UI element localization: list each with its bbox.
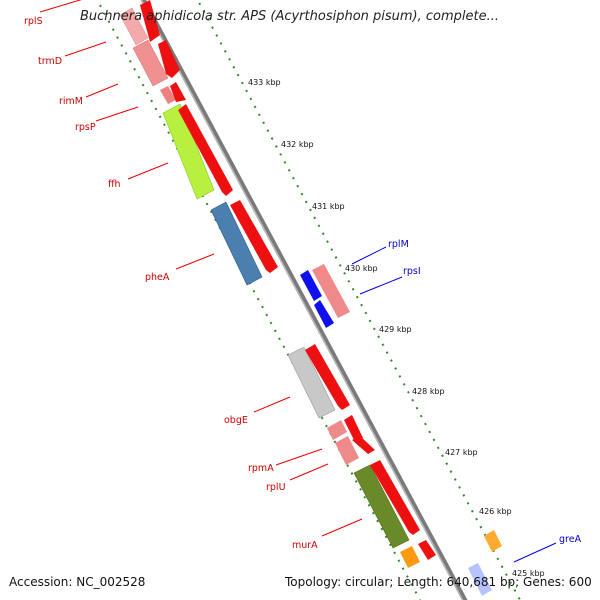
gene-block-rplU[interactable] [335,436,359,465]
leader-rplU [289,463,329,481]
leader-trmD [64,41,107,57]
leader-rpmA [275,448,323,466]
forward-strand-arrows [140,0,436,560]
tick-label-431: 431 kbp [312,202,345,211]
gene-block-pheA[interactable] [210,201,263,286]
gene-labels-left: rplS trmD rimM rpsP ffh pheA obgE rpmA r… [24,0,363,551]
leader-greA [513,542,557,563]
gene-block-rplM[interactable] [300,270,322,301]
gene-label-murA: murA [292,540,318,551]
arrow-4[interactable] [178,104,233,196]
leader-rpsI [359,276,403,295]
leader-rpsP [95,106,139,122]
genome-backbone [140,0,468,600]
inner-dotted-guide [99,4,421,600]
outer-dotted-guide [196,0,521,600]
arrow-7[interactable] [344,415,363,442]
gene-label-rplS: rplS [24,16,43,27]
arrow-8[interactable] [352,436,375,454]
gene-label-rpmA: rpmA [248,463,274,474]
tick-label-425: 425 kbp [512,569,545,578]
arrow-10[interactable] [418,540,436,560]
leader-rplM [351,246,387,265]
arrow-6[interactable] [305,344,350,410]
arrow-1[interactable] [140,0,160,42]
tick-label-433: 433 kbp [248,78,281,87]
gene-block-pink-430[interactable] [312,264,350,318]
leader-rimM [85,83,119,98]
leader-murA [321,518,363,537]
tick-label-429: 429 kbp [379,325,412,334]
arrow-3[interactable] [170,82,186,102]
leader-rplS [39,0,82,13]
gene-label-rimM: rimM [59,96,83,107]
gene-label-ffh: ffh [108,179,121,190]
gene-block-trmD[interactable] [132,39,169,87]
reverse-strand-genes [119,7,420,568]
blue-genes [300,264,502,596]
tick-label-430: 430 kbp [345,264,378,273]
gene-label-rpsP: rpsP [75,122,96,133]
topology-label: Topology: circular; Length: 640,681 bp; … [285,575,592,589]
leader-pheA [175,253,215,270]
gene-block-orange-2[interactable] [484,530,502,552]
gene-block-ffh[interactable] [162,103,215,200]
gene-block-murA[interactable] [353,464,410,549]
gene-block-rplS[interactable] [119,7,149,46]
gene-label-obgE: obgE [224,415,248,426]
gene-label-rplU: rplU [266,482,286,493]
leader-ffh [127,162,169,180]
gene-label-greA: greA [559,534,582,545]
gene-label-rplM: rplM [388,239,409,250]
gene-label-rpsI: rpsI [403,266,421,277]
gene-block-rpsI[interactable] [314,300,334,328]
accession-label: Accession: NC_002528 [9,575,146,589]
arrow-5[interactable] [230,200,278,273]
tick-label-426: 426 kbp [479,507,512,516]
map-title: Buchnera aphidicola str. APS (Acyrthosip… [80,9,500,24]
gene-labels-right: rplM rpsI greA [351,239,582,563]
tick-label-428: 428 kbp [412,387,445,396]
gene-block-orange[interactable] [400,546,420,568]
leader-obgE [253,396,291,413]
gene-block-rpmA[interactable] [327,420,347,440]
tick-labels: 433 kbp 432 kbp 431 kbp 430 kbp 429 kbp … [248,78,545,578]
genome-backbone-highlight [140,0,464,600]
arrow-9[interactable] [370,460,420,535]
gene-block-obgE[interactable] [287,346,336,419]
tick-label-432: 432 kbp [281,140,314,149]
gene-block-greA[interactable] [468,563,492,596]
tick-label-427: 427 kbp [445,448,478,457]
arrow-2[interactable] [158,40,180,78]
gene-block-rimM[interactable] [160,86,176,104]
gene-label-pheA: pheA [145,272,170,283]
gene-label-trmD: trmD [38,56,62,67]
